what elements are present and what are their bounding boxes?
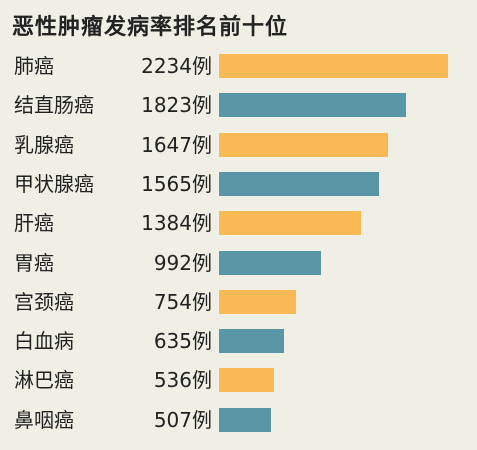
value-label: 507例 [153, 407, 212, 432]
bar [219, 250, 321, 275]
value-label: 1384例 [141, 211, 212, 236]
value-label: 1565例 [141, 171, 212, 196]
value-label: 635例 [153, 329, 212, 354]
bar-row: 甲状腺癌 1565例 [0, 169, 477, 199]
category-label: 鼻咽癌 [14, 407, 74, 432]
category-label: 宫颈癌 [14, 289, 74, 314]
chart-title: 恶性肿瘤发病率排名前十位 [12, 15, 289, 40]
value-label: 1647例 [141, 132, 212, 157]
category-label: 白血病 [14, 329, 74, 354]
bar-row: 胃癌 992例 [0, 248, 477, 278]
bar-row: 肺癌 2234例 [0, 51, 477, 81]
category-label: 乳腺癌 [14, 132, 74, 157]
bar [219, 329, 285, 354]
value-label: 992例 [153, 250, 212, 275]
bar [219, 407, 271, 432]
bar-row: 鼻咽癌 507例 [0, 405, 477, 435]
bar-row: 结直肠癌 1823例 [0, 90, 477, 120]
bar-row: 淋巴癌 536例 [0, 365, 477, 395]
value-label: 2234例 [141, 54, 212, 78]
bar-row: 宫颈癌 754例 [0, 287, 477, 317]
category-label: 结直肠癌 [14, 93, 94, 118]
bar [219, 132, 388, 157]
bar [219, 289, 297, 314]
category-label: 胃癌 [14, 250, 54, 275]
bar [219, 211, 361, 236]
category-label: 肺癌 [14, 54, 54, 78]
bar [219, 54, 448, 78]
category-label: 肝癌 [14, 211, 54, 236]
category-label: 淋巴癌 [14, 368, 74, 393]
value-label: 754例 [153, 289, 212, 314]
bar [219, 93, 406, 118]
bar [219, 368, 274, 393]
value-label: 536例 [153, 368, 212, 393]
bar-row: 乳腺癌 1647例 [0, 130, 477, 160]
bar-row: 肝癌 1384例 [0, 208, 477, 238]
bar-row: 白血病 635例 [0, 326, 477, 356]
category-label: 甲状腺癌 [14, 171, 94, 196]
bar [219, 171, 380, 196]
value-label: 1823例 [141, 93, 212, 118]
